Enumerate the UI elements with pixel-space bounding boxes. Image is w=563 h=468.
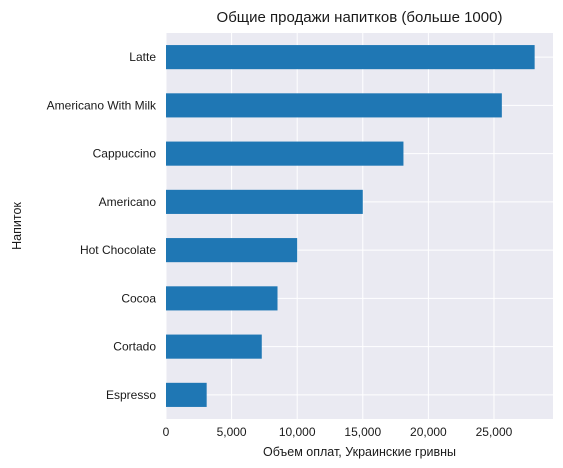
y-tick-label: Cocoa bbox=[121, 291, 156, 305]
x-axis-label: Объем оплат, Украинские гривны bbox=[263, 445, 456, 459]
y-tick-label: Americano With Milk bbox=[47, 98, 157, 112]
x-tick-label: 20,000 bbox=[410, 425, 447, 439]
bar bbox=[166, 238, 298, 263]
x-tick-labels: 0 5,000 10,000 15,000 20,000 25,000 bbox=[163, 425, 513, 439]
y-tick-label: Hot Chocolate bbox=[80, 243, 156, 257]
bar bbox=[166, 93, 502, 118]
y-tick-label: Latte bbox=[129, 50, 156, 64]
y-tick-labels: Latte Americano With Milk Cappuccino Americ… bbox=[47, 50, 157, 402]
bar bbox=[166, 334, 262, 359]
x-tick-label: 0 bbox=[163, 425, 170, 439]
x-tick-label: 10,000 bbox=[279, 425, 316, 439]
y-tick-label: Espresso bbox=[106, 388, 156, 402]
bar bbox=[166, 189, 363, 214]
bar bbox=[166, 141, 404, 166]
bar bbox=[166, 382, 207, 407]
chart-title: Общие продажи напитков (больше 1000) bbox=[217, 9, 503, 26]
x-tick-label: 15,000 bbox=[344, 425, 381, 439]
x-tick-label: 5,000 bbox=[217, 425, 247, 439]
bar bbox=[166, 286, 278, 311]
y-tick-label: Cappuccino bbox=[93, 147, 157, 161]
bars bbox=[166, 45, 535, 407]
y-tick-label: Cortado bbox=[113, 340, 156, 354]
y-axis-label: Напиток bbox=[10, 202, 24, 250]
bar bbox=[166, 45, 535, 70]
plot-area bbox=[166, 33, 553, 419]
x-tick-label: 25,000 bbox=[476, 425, 513, 439]
y-tick-label: Americano bbox=[99, 195, 157, 209]
